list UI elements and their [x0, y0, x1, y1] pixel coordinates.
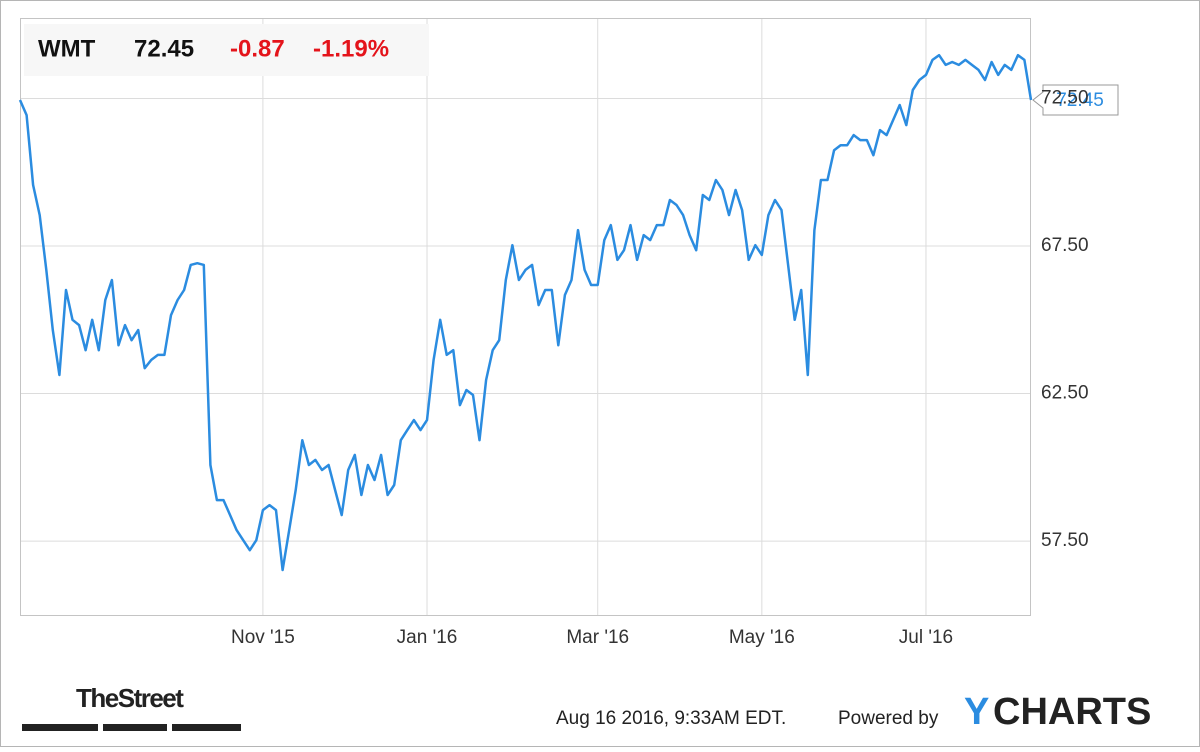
change: -0.87	[230, 35, 285, 62]
callout-box	[1032, 84, 1119, 116]
timestamp: Aug 16 2016, 9:33AM EDT.	[556, 708, 786, 729]
brand-logo-rest: CHARTS	[993, 691, 1151, 733]
brand-logo-first: Y	[964, 691, 989, 733]
symbol: WMT	[38, 35, 96, 62]
callout-label: 72.45	[1056, 90, 1104, 111]
logo-bar	[172, 724, 241, 731]
last-price-callout: 72.45	[1032, 84, 1119, 116]
logo-bar	[22, 724, 98, 731]
y-tick-label: 67.50	[1041, 235, 1089, 256]
y-tick-label: 57.50	[1041, 530, 1089, 551]
x-tick-label: May '16	[729, 627, 795, 648]
price-line	[18, 53, 1033, 572]
source-logo: TheStreet	[76, 683, 184, 713]
plot-frame	[20, 18, 1031, 616]
price: 72.45	[134, 35, 194, 62]
x-tick-label: Jul '16	[899, 627, 953, 648]
x-tick-label: Jan '16	[397, 627, 458, 648]
series	[18, 53, 1033, 572]
x-tick-label: Nov '15	[231, 627, 295, 648]
powered-by: Powered by	[838, 708, 939, 729]
x-tick-label: Mar '16	[566, 627, 629, 648]
grid	[20, 18, 1031, 616]
y-tick-label: 72.50	[1041, 88, 1089, 109]
change-percent: -1.19%	[313, 35, 389, 62]
y-tick-label: 62.50	[1041, 383, 1089, 404]
logo-bar	[103, 724, 167, 731]
quote-box	[24, 24, 429, 76]
